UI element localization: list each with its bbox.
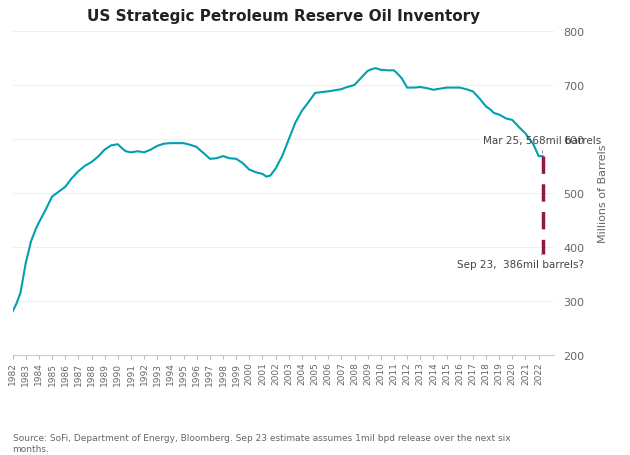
Text: Sep 23,  386mil barrels?: Sep 23, 386mil barrels?	[457, 255, 584, 269]
Y-axis label: Millions of Barrels: Millions of Barrels	[598, 144, 609, 243]
Text: Mar 25, 568mil barrels: Mar 25, 568mil barrels	[483, 136, 602, 154]
Text: Source: SoFi, Department of Energy, Bloomberg. Sep 23 estimate assumes 1mil bpd : Source: SoFi, Department of Energy, Bloo…	[13, 433, 510, 453]
Title: US Strategic Petroleum Reserve Oil Inventory: US Strategic Petroleum Reserve Oil Inven…	[87, 9, 480, 24]
